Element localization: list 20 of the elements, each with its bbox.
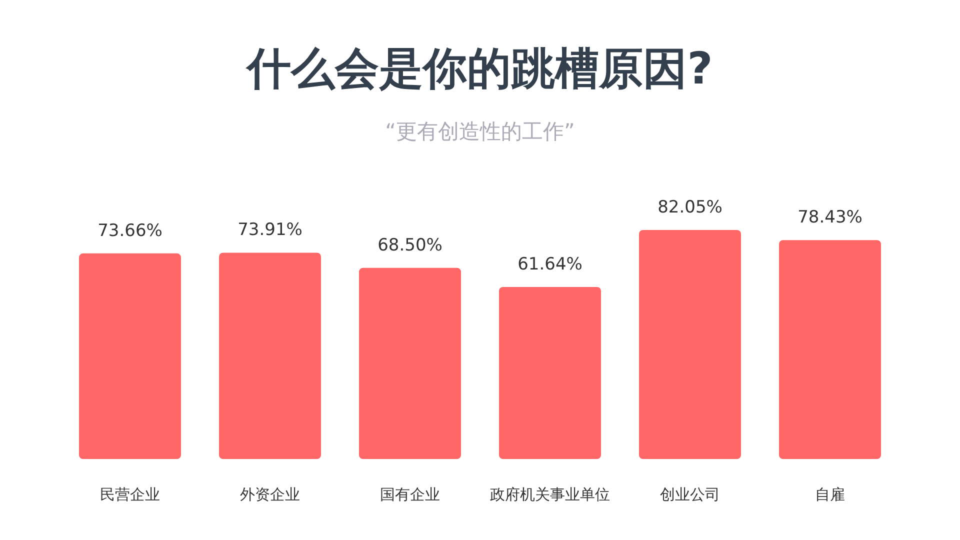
- data-label: 82.05%: [658, 198, 722, 218]
- x-tick-label: 创业公司: [660, 486, 720, 504]
- data-label: 61.64%: [518, 254, 582, 274]
- x-tick-label: 国有企业: [380, 486, 440, 504]
- x-tick-label: 外资企业: [240, 486, 300, 504]
- bar: [79, 253, 181, 459]
- x-tick-label: 民营企业: [100, 486, 160, 504]
- bar: [359, 268, 461, 459]
- bar: [779, 240, 881, 459]
- data-label: 73.66%: [98, 220, 162, 241]
- x-tick-label: 政府机关事业单位: [490, 486, 610, 504]
- data-label: 68.50%: [378, 235, 442, 256]
- bar: [639, 230, 741, 459]
- data-label: 73.91%: [238, 220, 302, 240]
- bar: [499, 286, 601, 459]
- bar: [219, 252, 321, 459]
- chart-title: 什么会是你的跳槽原因?: [245, 44, 713, 94]
- chart-subtitle: “更有创造性的工作”: [385, 120, 575, 144]
- x-tick-label: 自雇: [815, 486, 845, 504]
- data-label: 78.43%: [798, 208, 862, 228]
